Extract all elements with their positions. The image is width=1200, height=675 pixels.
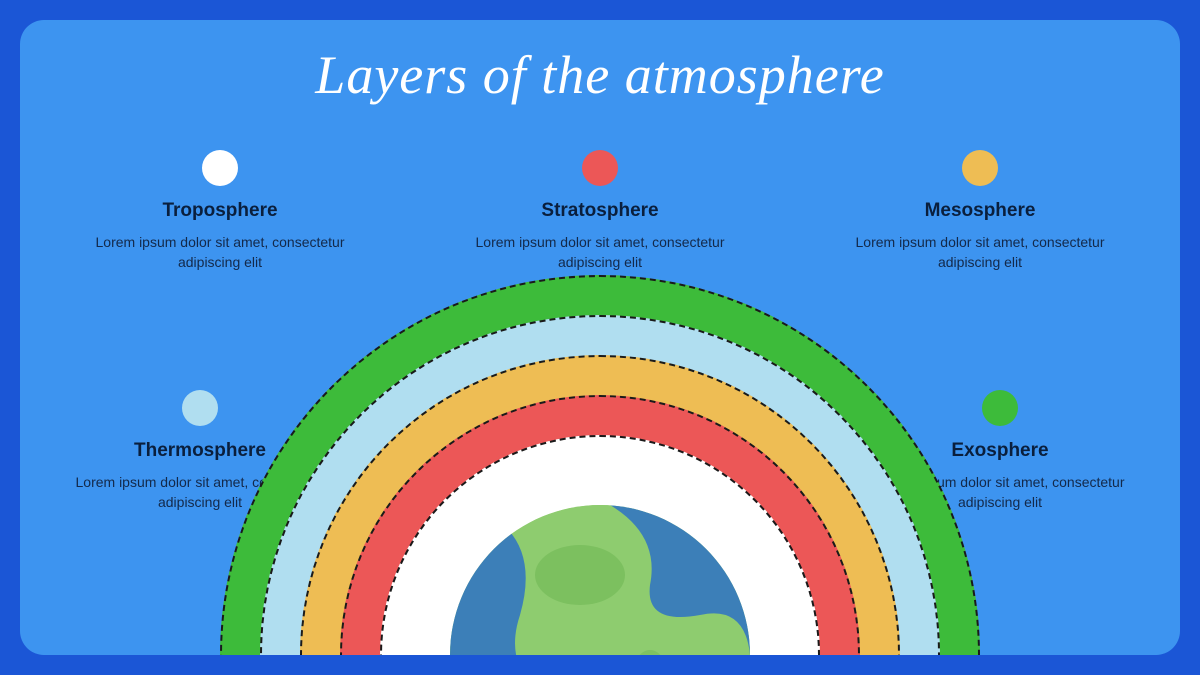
layer-troposphere: Troposphere Lorem ipsum dolor sit amet, … — [90, 150, 350, 273]
dot-exosphere — [982, 390, 1018, 426]
desc-stratosphere: Lorem ipsum dolor sit amet, consectetur … — [470, 232, 730, 273]
dot-thermosphere — [182, 390, 218, 426]
label-stratosphere: Stratosphere — [470, 200, 730, 222]
atmosphere-arcs — [220, 275, 980, 655]
dot-troposphere — [202, 150, 238, 186]
label-troposphere: Troposphere — [90, 200, 350, 222]
dot-mesosphere — [962, 150, 998, 186]
page-title: Layers of the atmosphere — [20, 44, 1180, 106]
layer-stratosphere: Stratosphere Lorem ipsum dolor sit amet,… — [470, 150, 730, 273]
label-mesosphere: Mesosphere — [850, 200, 1110, 222]
inner-panel: Layers of the atmosphere Troposphere Lor… — [20, 20, 1180, 655]
desc-mesosphere: Lorem ipsum dolor sit amet, consectetur … — [850, 232, 1110, 273]
desc-troposphere: Lorem ipsum dolor sit amet, consectetur … — [90, 232, 350, 273]
dot-stratosphere — [582, 150, 618, 186]
layer-mesosphere: Mesosphere Lorem ipsum dolor sit amet, c… — [850, 150, 1110, 273]
outer-frame: Layers of the atmosphere Troposphere Lor… — [0, 0, 1200, 675]
